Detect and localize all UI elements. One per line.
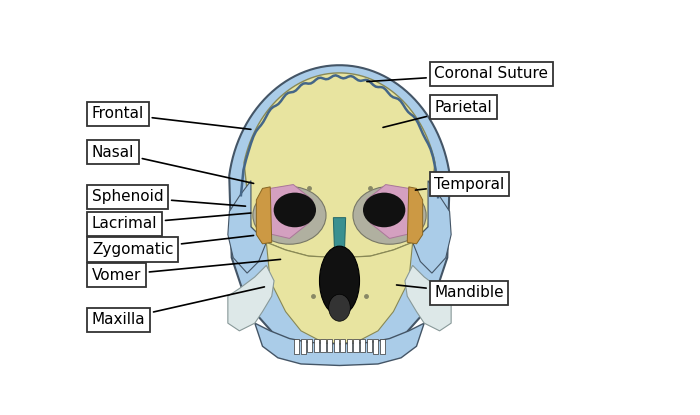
Polygon shape	[333, 217, 346, 261]
Ellipse shape	[319, 246, 360, 315]
Polygon shape	[244, 73, 435, 258]
Ellipse shape	[353, 186, 426, 244]
Polygon shape	[334, 339, 339, 352]
Polygon shape	[373, 339, 378, 354]
Text: Vomer: Vomer	[92, 259, 281, 283]
Text: Nasal: Nasal	[92, 144, 253, 183]
Text: Mandible: Mandible	[396, 285, 504, 300]
Ellipse shape	[363, 193, 405, 227]
Polygon shape	[412, 181, 451, 273]
Polygon shape	[301, 339, 306, 354]
Polygon shape	[307, 339, 312, 352]
Polygon shape	[314, 339, 319, 352]
Polygon shape	[266, 242, 412, 344]
Polygon shape	[347, 339, 352, 352]
Polygon shape	[294, 339, 299, 354]
Polygon shape	[321, 339, 326, 352]
Text: Parietal: Parietal	[383, 100, 492, 127]
Polygon shape	[405, 266, 451, 331]
Text: Maxilla: Maxilla	[92, 287, 265, 327]
Polygon shape	[407, 187, 423, 244]
Text: Sphenoid: Sphenoid	[92, 189, 246, 206]
Text: Temporal: Temporal	[415, 176, 505, 191]
Text: Zygomatic: Zygomatic	[92, 235, 253, 257]
Text: Frontal: Frontal	[92, 106, 251, 129]
Polygon shape	[256, 187, 272, 244]
Polygon shape	[367, 339, 372, 352]
Ellipse shape	[253, 186, 326, 244]
Polygon shape	[258, 185, 312, 239]
Ellipse shape	[274, 193, 316, 227]
Polygon shape	[228, 266, 274, 331]
Polygon shape	[340, 339, 345, 352]
Polygon shape	[360, 339, 365, 352]
Polygon shape	[229, 65, 450, 358]
Polygon shape	[354, 339, 358, 352]
Polygon shape	[327, 339, 332, 352]
Text: Lacrimal: Lacrimal	[92, 213, 251, 232]
Polygon shape	[255, 323, 424, 366]
Text: Coronal Suture: Coronal Suture	[367, 66, 548, 82]
Polygon shape	[228, 181, 266, 273]
Ellipse shape	[329, 294, 350, 321]
Polygon shape	[380, 339, 385, 354]
Polygon shape	[366, 185, 420, 239]
